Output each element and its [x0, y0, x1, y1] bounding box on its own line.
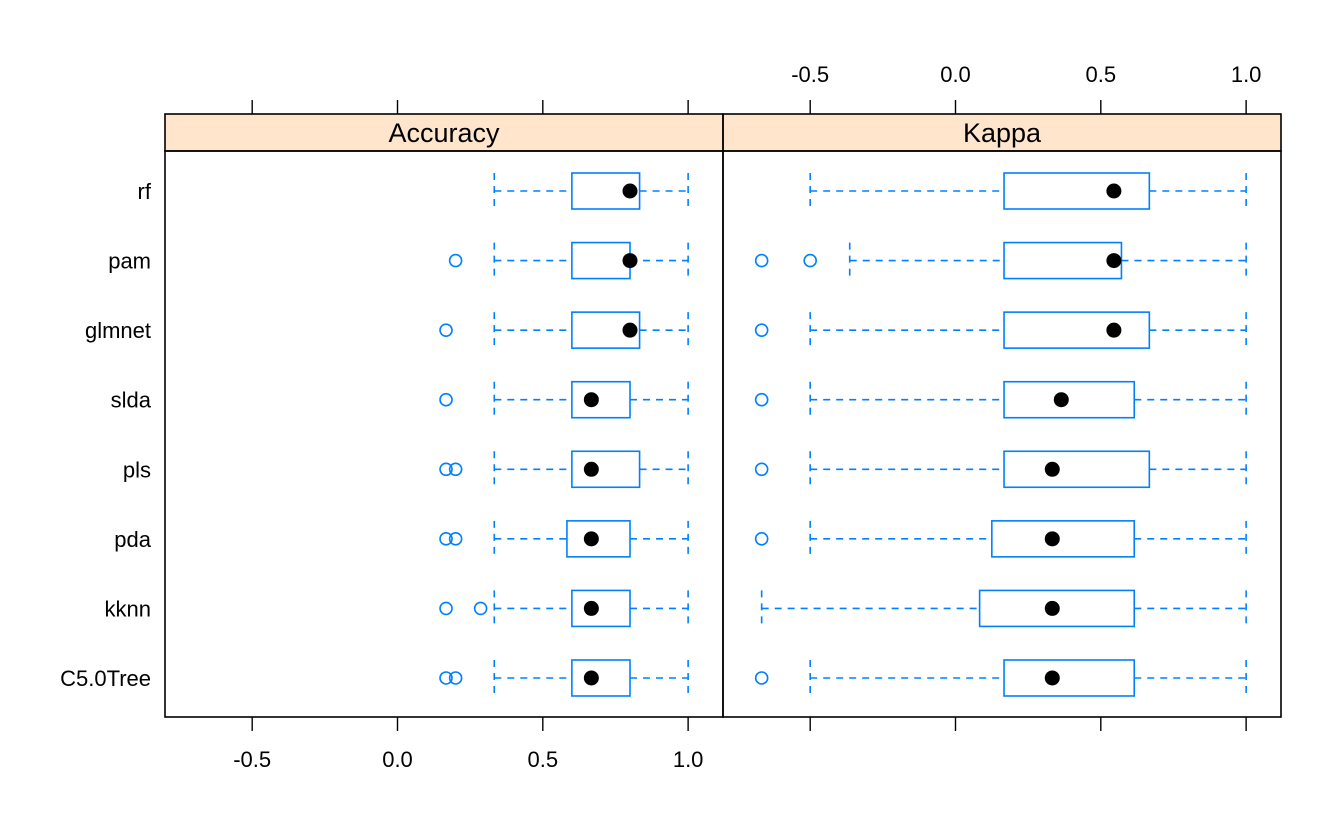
panel-frames [164, 113, 1282, 718]
y-label-pam: pam [108, 249, 151, 274]
outlier-pam-0 [754, 253, 769, 268]
median-pda [1044, 531, 1060, 547]
median-pls [583, 461, 599, 477]
box-slda [571, 380, 631, 419]
strip-title-kappa: Kappa [963, 118, 1042, 148]
outlier-glmnet-0 [439, 323, 453, 337]
outlier-pda-0 [439, 532, 453, 546]
panel-strips: Accuracy Kappa [165, 114, 1281, 151]
box-rf [571, 172, 641, 210]
median-rf [622, 183, 638, 199]
box-pls [571, 450, 641, 489]
box-kknn [571, 589, 631, 628]
outlier-c5-0tree-1 [448, 671, 463, 685]
tick-label-accuracy-0: -0.5 [233, 747, 271, 772]
outlier-pls-1 [448, 462, 463, 477]
median-rf [1106, 183, 1122, 199]
box-pls [1003, 450, 1151, 489]
median-pls [1044, 461, 1060, 477]
y-label-pda: pda [114, 527, 151, 552]
outlier-pda-1 [448, 532, 463, 546]
outlier-pam-1 [803, 253, 817, 268]
outlier-kknn-1 [473, 601, 488, 616]
outlier-glmnet-0 [754, 323, 769, 337]
strip-title-accuracy: Accuracy [388, 118, 500, 148]
box-pda [991, 520, 1136, 558]
median-c5-0tree [583, 670, 599, 686]
panel-frame-kappa [722, 150, 1282, 718]
box-pam [1003, 241, 1123, 280]
median-kknn [583, 600, 599, 616]
outlier-slda-0 [439, 392, 453, 407]
panel-accuracy [439, 172, 689, 697]
box-c5-0tree [1003, 659, 1136, 697]
box-kknn [978, 589, 1136, 628]
tick-label-kappa-1: 0.0 [940, 62, 971, 87]
tick-label-accuracy-3: 1.0 [673, 747, 704, 772]
y-label-kknn: kknn [105, 596, 151, 621]
panel-frame-accuracy [164, 150, 724, 718]
x-axis-kappa: -0.5 0.0 0.5 1.0 [791, 62, 1261, 731]
outlier-c5-0tree-0 [754, 671, 769, 685]
outlier-pls-0 [754, 462, 769, 477]
median-glmnet [622, 322, 638, 338]
median-pam [622, 253, 638, 269]
y-label-pls: pls [123, 457, 151, 482]
y-label-c5-0tree: C5.0Tree [60, 666, 151, 691]
box-pda [566, 520, 631, 558]
y-label-slda: slda [111, 388, 152, 413]
tick-label-accuracy-1: 0.0 [382, 747, 413, 772]
median-slda [583, 392, 599, 408]
tick-label-kappa-3: 1.0 [1231, 62, 1262, 87]
median-slda [1053, 392, 1069, 408]
panels [439, 172, 1247, 697]
outlier-c5-0tree-0 [439, 671, 453, 685]
y-label-glmnet: glmnet [85, 318, 151, 343]
strip-accuracy [165, 114, 723, 151]
outlier-slda-0 [754, 392, 769, 407]
x-axis-accuracy: -0.5 0.0 0.5 1.0 [233, 100, 703, 772]
box-glmnet [571, 311, 641, 349]
panel-kappa [754, 172, 1247, 697]
tick-label-kappa-2: 0.5 [1086, 62, 1117, 87]
outlier-pam-0 [448, 253, 463, 268]
outlier-pls-0 [439, 462, 453, 477]
box-glmnet [1003, 311, 1151, 349]
box-slda [1003, 380, 1136, 419]
median-c5-0tree [1044, 670, 1060, 686]
x-axes: -0.5 0.0 0.5 1.0 -0.5 0.0 0.5 1.0 [233, 62, 1261, 772]
median-pda [583, 531, 599, 547]
median-kknn [1044, 600, 1060, 616]
median-glmnet [1106, 322, 1122, 338]
outlier-kknn-0 [439, 601, 453, 616]
y-axis-labels: rf pam glmnet slda pls pda kknn C5.0Tree [60, 179, 152, 691]
outlier-pda-0 [754, 532, 769, 546]
tick-label-accuracy-2: 0.5 [528, 747, 559, 772]
box-c5-0tree [571, 659, 631, 697]
y-label-rf: rf [138, 179, 152, 204]
strip-kappa [723, 114, 1281, 151]
box-rf [1003, 172, 1151, 210]
median-pam [1106, 253, 1122, 269]
box-pam [571, 241, 631, 280]
tick-label-kappa-0: -0.5 [791, 62, 829, 87]
